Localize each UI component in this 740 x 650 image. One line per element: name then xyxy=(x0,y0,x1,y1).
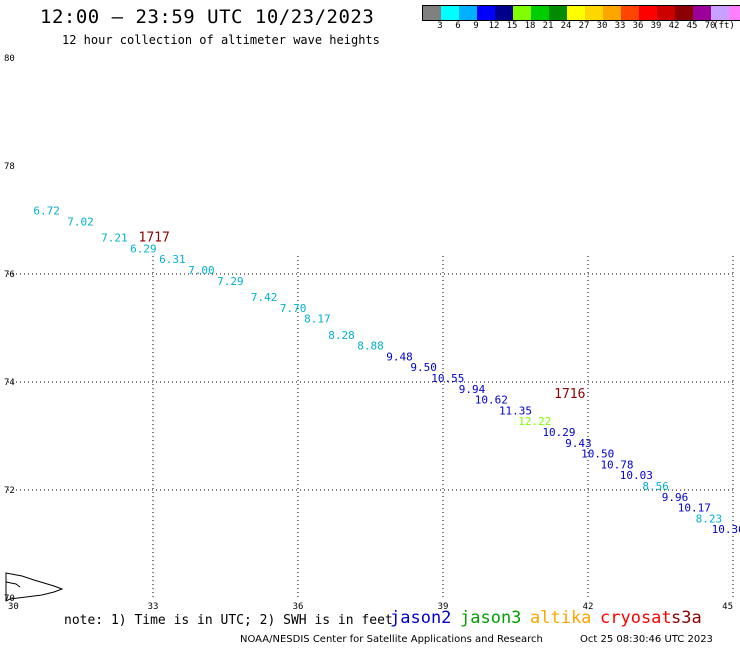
wave-height-value: 10.03 xyxy=(620,469,653,482)
latitude-tick-label: 72 xyxy=(4,486,15,496)
latitude-tick-label: 78 xyxy=(4,162,15,172)
color-scale-tick: 9 xyxy=(473,21,479,31)
color-swatch xyxy=(585,6,603,20)
wave-height-value: 7.42 xyxy=(251,291,278,304)
wave-height-value: 10.17 xyxy=(678,502,711,515)
page-title: 12:00 — 23:59 UTC 10/23/2023 xyxy=(40,6,375,28)
satellite-legend-s3a: s3a xyxy=(671,608,702,628)
color-swatch xyxy=(711,6,729,20)
wave-height-value: 9.94 xyxy=(459,383,486,396)
wave-height-value: 10.50 xyxy=(581,448,614,461)
wave-height-value: 10.78 xyxy=(600,458,633,471)
wave-height-value: 8.88 xyxy=(357,340,384,353)
color-swatch xyxy=(657,6,675,20)
generated-timestamp: Oct 25 08:30:46 UTC 2023 xyxy=(580,634,713,645)
satellite-legend-altika: altika xyxy=(530,608,592,628)
color-scale-tick: 45 xyxy=(686,21,698,31)
color-scale-tick: 6 xyxy=(455,21,461,31)
map-grid xyxy=(8,256,734,598)
color-scale-unit: (ft) xyxy=(713,21,735,31)
color-swatch xyxy=(477,6,495,20)
pass-time-label: 1717 xyxy=(139,231,170,246)
wave-height-value: 7.21 xyxy=(101,232,128,245)
color-swatch xyxy=(441,6,459,20)
color-scale-tick: 42 xyxy=(668,21,680,31)
longitude-tick-label: 30 xyxy=(8,602,19,612)
longitude-tick-label: 42 xyxy=(583,602,594,612)
color-swatch xyxy=(603,6,621,20)
color-swatch xyxy=(621,6,639,20)
color-swatch xyxy=(729,6,740,20)
color-scale-tick: 15 xyxy=(506,21,518,31)
wave-height-value: 6.72 xyxy=(33,205,60,218)
latitude-tick-label: 74 xyxy=(4,378,15,388)
wave-height-value: 8.56 xyxy=(642,480,669,493)
wave-height-value: 10.36 xyxy=(712,523,740,536)
wave-height-value: 9.96 xyxy=(662,491,689,504)
latitude-tick-label: 70 xyxy=(4,594,15,604)
longitude-tick-label: 33 xyxy=(148,602,159,612)
color-scale-tick: 36 xyxy=(632,21,644,31)
color-swatch xyxy=(639,6,657,20)
color-scale-tick: 33 xyxy=(614,21,626,31)
satellite-legend-cryosat: cryosat xyxy=(600,608,672,628)
color-scale-bar xyxy=(422,5,740,21)
color-scale-tick: 30 xyxy=(596,21,608,31)
footnote: note: 1) Time is in UTC; 2) SWH is in fe… xyxy=(64,613,393,628)
axis-labels: 30 33 36 39 42 45 70 72 74 76 78 80 xyxy=(4,54,733,612)
wave-height-value: 7.29 xyxy=(217,275,244,288)
wave-height-value: 6.31 xyxy=(159,253,186,266)
color-swatch xyxy=(675,6,693,20)
longitude-tick-label: 39 xyxy=(438,602,449,612)
color-swatch xyxy=(531,6,549,20)
wave-height-value: 8.28 xyxy=(328,329,355,342)
color-swatch xyxy=(423,6,441,20)
wave-height-value: 8.17 xyxy=(304,313,331,326)
color-scale-tick: 21 xyxy=(542,21,554,31)
satellite-legend-jason2: jason2 xyxy=(390,608,452,628)
wave-height-value: 10.29 xyxy=(542,426,575,439)
wave-height-value: 8.23 xyxy=(696,512,723,525)
wave-height-value: 7.02 xyxy=(67,215,94,228)
color-swatch xyxy=(549,6,567,20)
color-scale-tick: 18 xyxy=(524,21,536,31)
page-subtitle: 12 hour collection of altimeter wave hei… xyxy=(62,33,380,47)
color-scale-labels: 3 6 9 12 15 18 21 24 27 30 33 36 39 42 45 70 (ft) xyxy=(422,21,740,35)
color-scale-tick: 39 xyxy=(650,21,662,31)
color-swatch xyxy=(567,6,585,20)
coastline xyxy=(5,572,64,602)
color-scale-tick: 12 xyxy=(488,21,500,31)
wave-height-value: 7.00 xyxy=(188,264,215,277)
latitude-tick-label: 76 xyxy=(4,270,15,280)
color-swatch xyxy=(693,6,711,20)
wave-height-value: 9.48 xyxy=(386,350,413,363)
color-scale-tick: 70 xyxy=(704,21,716,31)
wave-height-value: 7.70 xyxy=(280,302,307,315)
wave-height-value: 9.43 xyxy=(565,437,592,450)
wave-height-value: 12.22 xyxy=(518,415,551,428)
wave-height-value: 6.29 xyxy=(130,242,157,255)
color-scale-tick: 24 xyxy=(560,21,572,31)
color-scale-tick: 3 xyxy=(437,21,443,31)
pass-time-label: 1716 xyxy=(554,387,585,402)
color-scale-tick: 27 xyxy=(578,21,590,31)
satellite-legend-jason3: jason3 xyxy=(460,608,522,628)
longitude-tick-label: 36 xyxy=(293,602,304,612)
wave-height-value: 11.35 xyxy=(499,404,532,417)
wave-observations: 6.72 7.02 7.216.296.317.007.29 7.427.708.17… xyxy=(33,205,740,537)
wave-height-value: 10.62 xyxy=(475,394,508,407)
longitude-tick-label: 45 xyxy=(722,602,733,612)
color-swatch xyxy=(459,6,477,20)
credit-text: NOAA/NESDIS Center for Satellite Applica… xyxy=(240,634,543,645)
latitude-tick-label: 80 xyxy=(4,54,15,64)
wave-height-value: 10.55 xyxy=(431,372,464,385)
color-swatch xyxy=(495,6,513,20)
color-swatch xyxy=(513,6,531,20)
wave-height-value: 9.50 xyxy=(410,361,437,374)
